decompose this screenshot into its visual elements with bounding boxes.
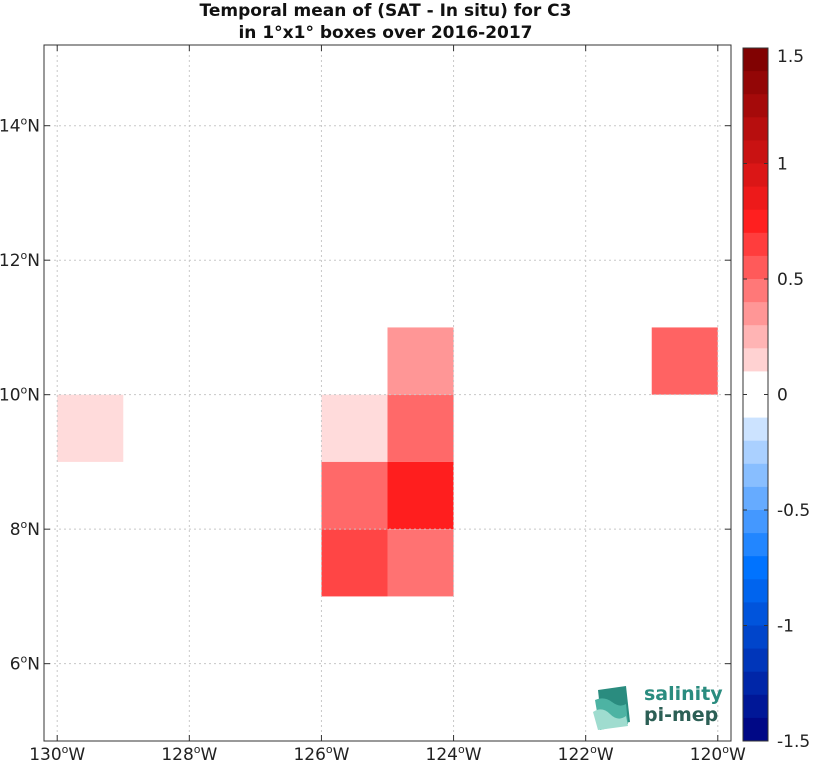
chart-title-line-1: Temporal mean of (SAT - In situ) for C3 xyxy=(199,1,572,21)
colorbar-segment xyxy=(743,486,768,511)
heatmap-cell xyxy=(387,394,454,462)
x-tick-label: 122oW xyxy=(558,743,614,763)
colorbar-tick-label: -1.5 xyxy=(777,732,810,752)
cells-layer xyxy=(57,327,718,597)
logo-line-2: pi-mep xyxy=(644,704,719,726)
heatmap-cell xyxy=(321,461,388,530)
y-tick-label: 12oN xyxy=(0,249,40,271)
logo-line-1: salinity xyxy=(644,683,723,705)
heatmap-cell xyxy=(651,327,718,395)
heatmap-cell xyxy=(57,394,124,462)
colorbar-segment xyxy=(743,117,768,141)
x-tick-label: 130oW xyxy=(29,743,85,763)
colorbar-segment xyxy=(743,671,768,696)
colorbar-segment xyxy=(743,440,768,465)
colorbar-segment xyxy=(743,463,768,488)
colorbar-tick-label: -0.5 xyxy=(777,501,810,521)
colorbar: 1.5 1 0.5 0 -0.5 -1 -1.5 xyxy=(742,47,810,752)
colorbar-segment xyxy=(743,348,768,372)
colorbar-segment xyxy=(743,556,768,580)
colorbar-segment xyxy=(743,417,768,442)
colorbar-segment xyxy=(743,48,768,72)
colorbar-segment xyxy=(743,209,768,234)
x-tick-label: 128oW xyxy=(161,743,217,763)
grid-layer xyxy=(44,45,731,741)
y-tick-label: 14oN xyxy=(0,115,40,137)
colorbar-segment xyxy=(743,325,768,349)
colorbar-segment xyxy=(743,71,768,95)
colorbar-segment xyxy=(743,579,768,603)
salinity-pimep-logo: salinity pi-mep xyxy=(592,684,732,732)
colorbar-segment xyxy=(743,279,768,303)
heatmap-cell xyxy=(387,461,454,530)
x-tick-label: 124oW xyxy=(426,743,482,763)
colorbar-segment xyxy=(743,163,768,188)
colorbar-tick-label: 1 xyxy=(777,155,788,175)
logo-waves-icon xyxy=(593,686,630,730)
x-tick-label: 126oW xyxy=(293,743,349,763)
heatmap-cell xyxy=(321,529,388,597)
colorbar-segment xyxy=(743,717,768,742)
heatmap-cell xyxy=(387,327,454,395)
colorbar-tick-label: -1 xyxy=(777,617,794,637)
chart-title-line-2: in 1°x1° boxes over 2016-2017 xyxy=(238,23,533,43)
axis-ticks-layer: 130oW 128oW 126oW 124oW 122oW 120oW 6oN 8oN 10oN… xyxy=(0,45,746,763)
y-tick-label: 8oN xyxy=(10,518,40,540)
y-tick-label: 6oN xyxy=(10,653,40,675)
heatmap-cell xyxy=(387,529,454,597)
colorbar-segment xyxy=(743,232,768,257)
colorbar-segment xyxy=(743,602,768,626)
colorbar-tick-label: 0 xyxy=(777,386,788,406)
colorbar-tick-label: 1.5 xyxy=(777,47,804,67)
colorbar-segment xyxy=(743,510,768,534)
colorbar-segment xyxy=(743,625,768,650)
colorbar-segment xyxy=(743,94,768,118)
chart-title: Temporal mean of (SAT - In situ) for C3 … xyxy=(0,0,771,44)
colorbar-segment xyxy=(743,533,768,557)
colorbar-segment xyxy=(743,140,768,164)
colorbar-segment xyxy=(743,186,768,211)
colorbar-segment xyxy=(743,394,768,419)
colorbar-segment xyxy=(743,694,768,719)
x-tick-label: 120oW xyxy=(690,743,746,763)
colorbar-segment xyxy=(743,371,768,395)
plot-frame xyxy=(43,44,732,742)
colorbar-segment xyxy=(743,302,768,326)
colorbar-segment xyxy=(743,255,768,280)
colorbar-tick-label: 0.5 xyxy=(777,270,804,290)
heatmap-cell xyxy=(321,394,388,462)
colorbar-segment xyxy=(743,648,768,673)
y-tick-label: 10oN xyxy=(0,384,40,406)
